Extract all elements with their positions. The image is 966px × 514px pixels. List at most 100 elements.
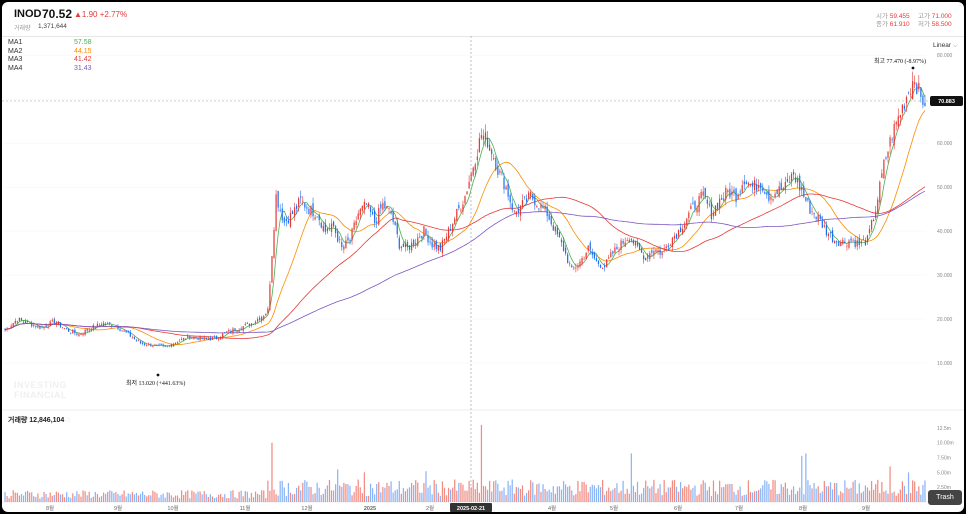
- price-axis-tick-label: 80.000: [937, 53, 953, 59]
- trash-button[interactable]: Trash: [928, 490, 962, 505]
- candle-body: [489, 144, 491, 151]
- candle-body: [821, 219, 823, 228]
- volume-bar: [310, 486, 312, 502]
- candle-body: [96, 323, 99, 327]
- candle-body: [209, 337, 211, 341]
- volume-bar: [513, 493, 515, 502]
- candle-body: [8, 328, 10, 330]
- candle-body: [883, 159, 885, 179]
- volume-bar: [530, 480, 532, 502]
- candle-body: [655, 249, 657, 252]
- candle-body: [608, 257, 610, 259]
- ma-legend-row[interactable]: MA4 31.43: [8, 65, 98, 74]
- candle-body: [530, 192, 532, 197]
- volume-bar: [593, 485, 595, 502]
- volume-bar: [283, 487, 285, 502]
- volume-bar: [53, 494, 55, 502]
- volume-bar: [659, 484, 661, 502]
- volume-panel-title: 거래량 12,846,104 ◌: [8, 415, 70, 425]
- open-quote: 시가 59.455: [876, 10, 910, 20]
- candle-body: [123, 330, 125, 332]
- low-annotation: 최저 13.020 (+441.63%): [126, 379, 185, 387]
- candle-body: [26, 321, 29, 323]
- scale-selector[interactable]: Linear ⌵: [933, 42, 958, 50]
- candle-body: [386, 206, 388, 209]
- volume-bar: [156, 493, 158, 502]
- volume-bar: [427, 487, 429, 502]
- volume-bar: [877, 479, 879, 502]
- candle-body: [419, 236, 421, 238]
- settings-icon[interactable]: ◌: [66, 417, 71, 424]
- volume-bar: [41, 496, 43, 502]
- crosshair-price-tag: [930, 96, 963, 106]
- volume-bar: [256, 493, 259, 502]
- candle-body: [193, 337, 195, 339]
- candle-body: [567, 254, 569, 263]
- volume-bar: [415, 480, 417, 502]
- candle-body: [398, 237, 400, 249]
- candle-body: [840, 242, 842, 247]
- volume-bar: [620, 490, 622, 502]
- volume-bar: [109, 490, 111, 502]
- candle-body: [14, 320, 16, 324]
- candle-body: [679, 227, 682, 233]
- volume-bar: [279, 480, 281, 502]
- candle-body: [714, 205, 717, 216]
- volume-bar: [638, 494, 641, 502]
- candle-body: [702, 191, 704, 196]
- volume-bar: [435, 483, 437, 502]
- candle-body: [137, 340, 140, 342]
- ma-legend-row[interactable]: MA3 41.42: [8, 56, 98, 65]
- volume-bar: [476, 482, 478, 502]
- volume-bar: [349, 485, 351, 502]
- candle-body: [174, 342, 177, 345]
- volume-bar: [248, 497, 251, 502]
- candle-body: [836, 241, 838, 243]
- candle-body: [870, 219, 873, 230]
- volume-bar: [78, 494, 80, 502]
- volume-bar: [10, 495, 12, 502]
- candle-body: [719, 198, 721, 209]
- candle-body: [842, 239, 844, 245]
- candle-body: [507, 183, 509, 197]
- candle-body: [384, 201, 386, 209]
- ma-name: MA4: [8, 64, 23, 72]
- candle-body: [113, 326, 115, 327]
- volume-bar: [174, 495, 177, 502]
- volume-bar: [363, 472, 365, 502]
- candle-body: [246, 323, 248, 324]
- volume-bar: [912, 480, 914, 502]
- ma-legend-row[interactable]: MA2 44.15: [8, 48, 98, 57]
- volume-bar: [232, 490, 234, 502]
- volume-bar: [626, 488, 628, 502]
- volume-bar: [719, 480, 721, 502]
- candle-body: [569, 263, 571, 265]
- candle-body: [466, 191, 468, 195]
- candle-body: [24, 321, 27, 324]
- volume-bar: [622, 480, 624, 502]
- volume-bar: [107, 491, 109, 502]
- volume-bar: [616, 483, 618, 502]
- volume-bar: [753, 491, 756, 502]
- volume-bar: [842, 492, 844, 502]
- volume-bar: [643, 487, 645, 502]
- volume-bar: [285, 495, 287, 502]
- volume-bar: [396, 489, 398, 502]
- volume-bar: [460, 482, 462, 502]
- scale-label: Linear: [933, 42, 952, 49]
- volume-bar: [271, 442, 273, 502]
- candle-body: [651, 250, 653, 253]
- candle-body: [460, 209, 462, 211]
- volume-bar: [815, 488, 817, 502]
- volume-bar: [735, 494, 737, 502]
- volume-bar: [450, 489, 452, 502]
- candle-body: [573, 267, 575, 269]
- volume-bar: [115, 492, 117, 502]
- ma-legend-row[interactable]: MA1 57.58: [8, 39, 98, 48]
- candle-body: [649, 253, 651, 260]
- candle-body: [565, 247, 567, 254]
- candle-body: [538, 208, 540, 210]
- candle-body: [72, 330, 74, 334]
- candle-body: [178, 340, 181, 342]
